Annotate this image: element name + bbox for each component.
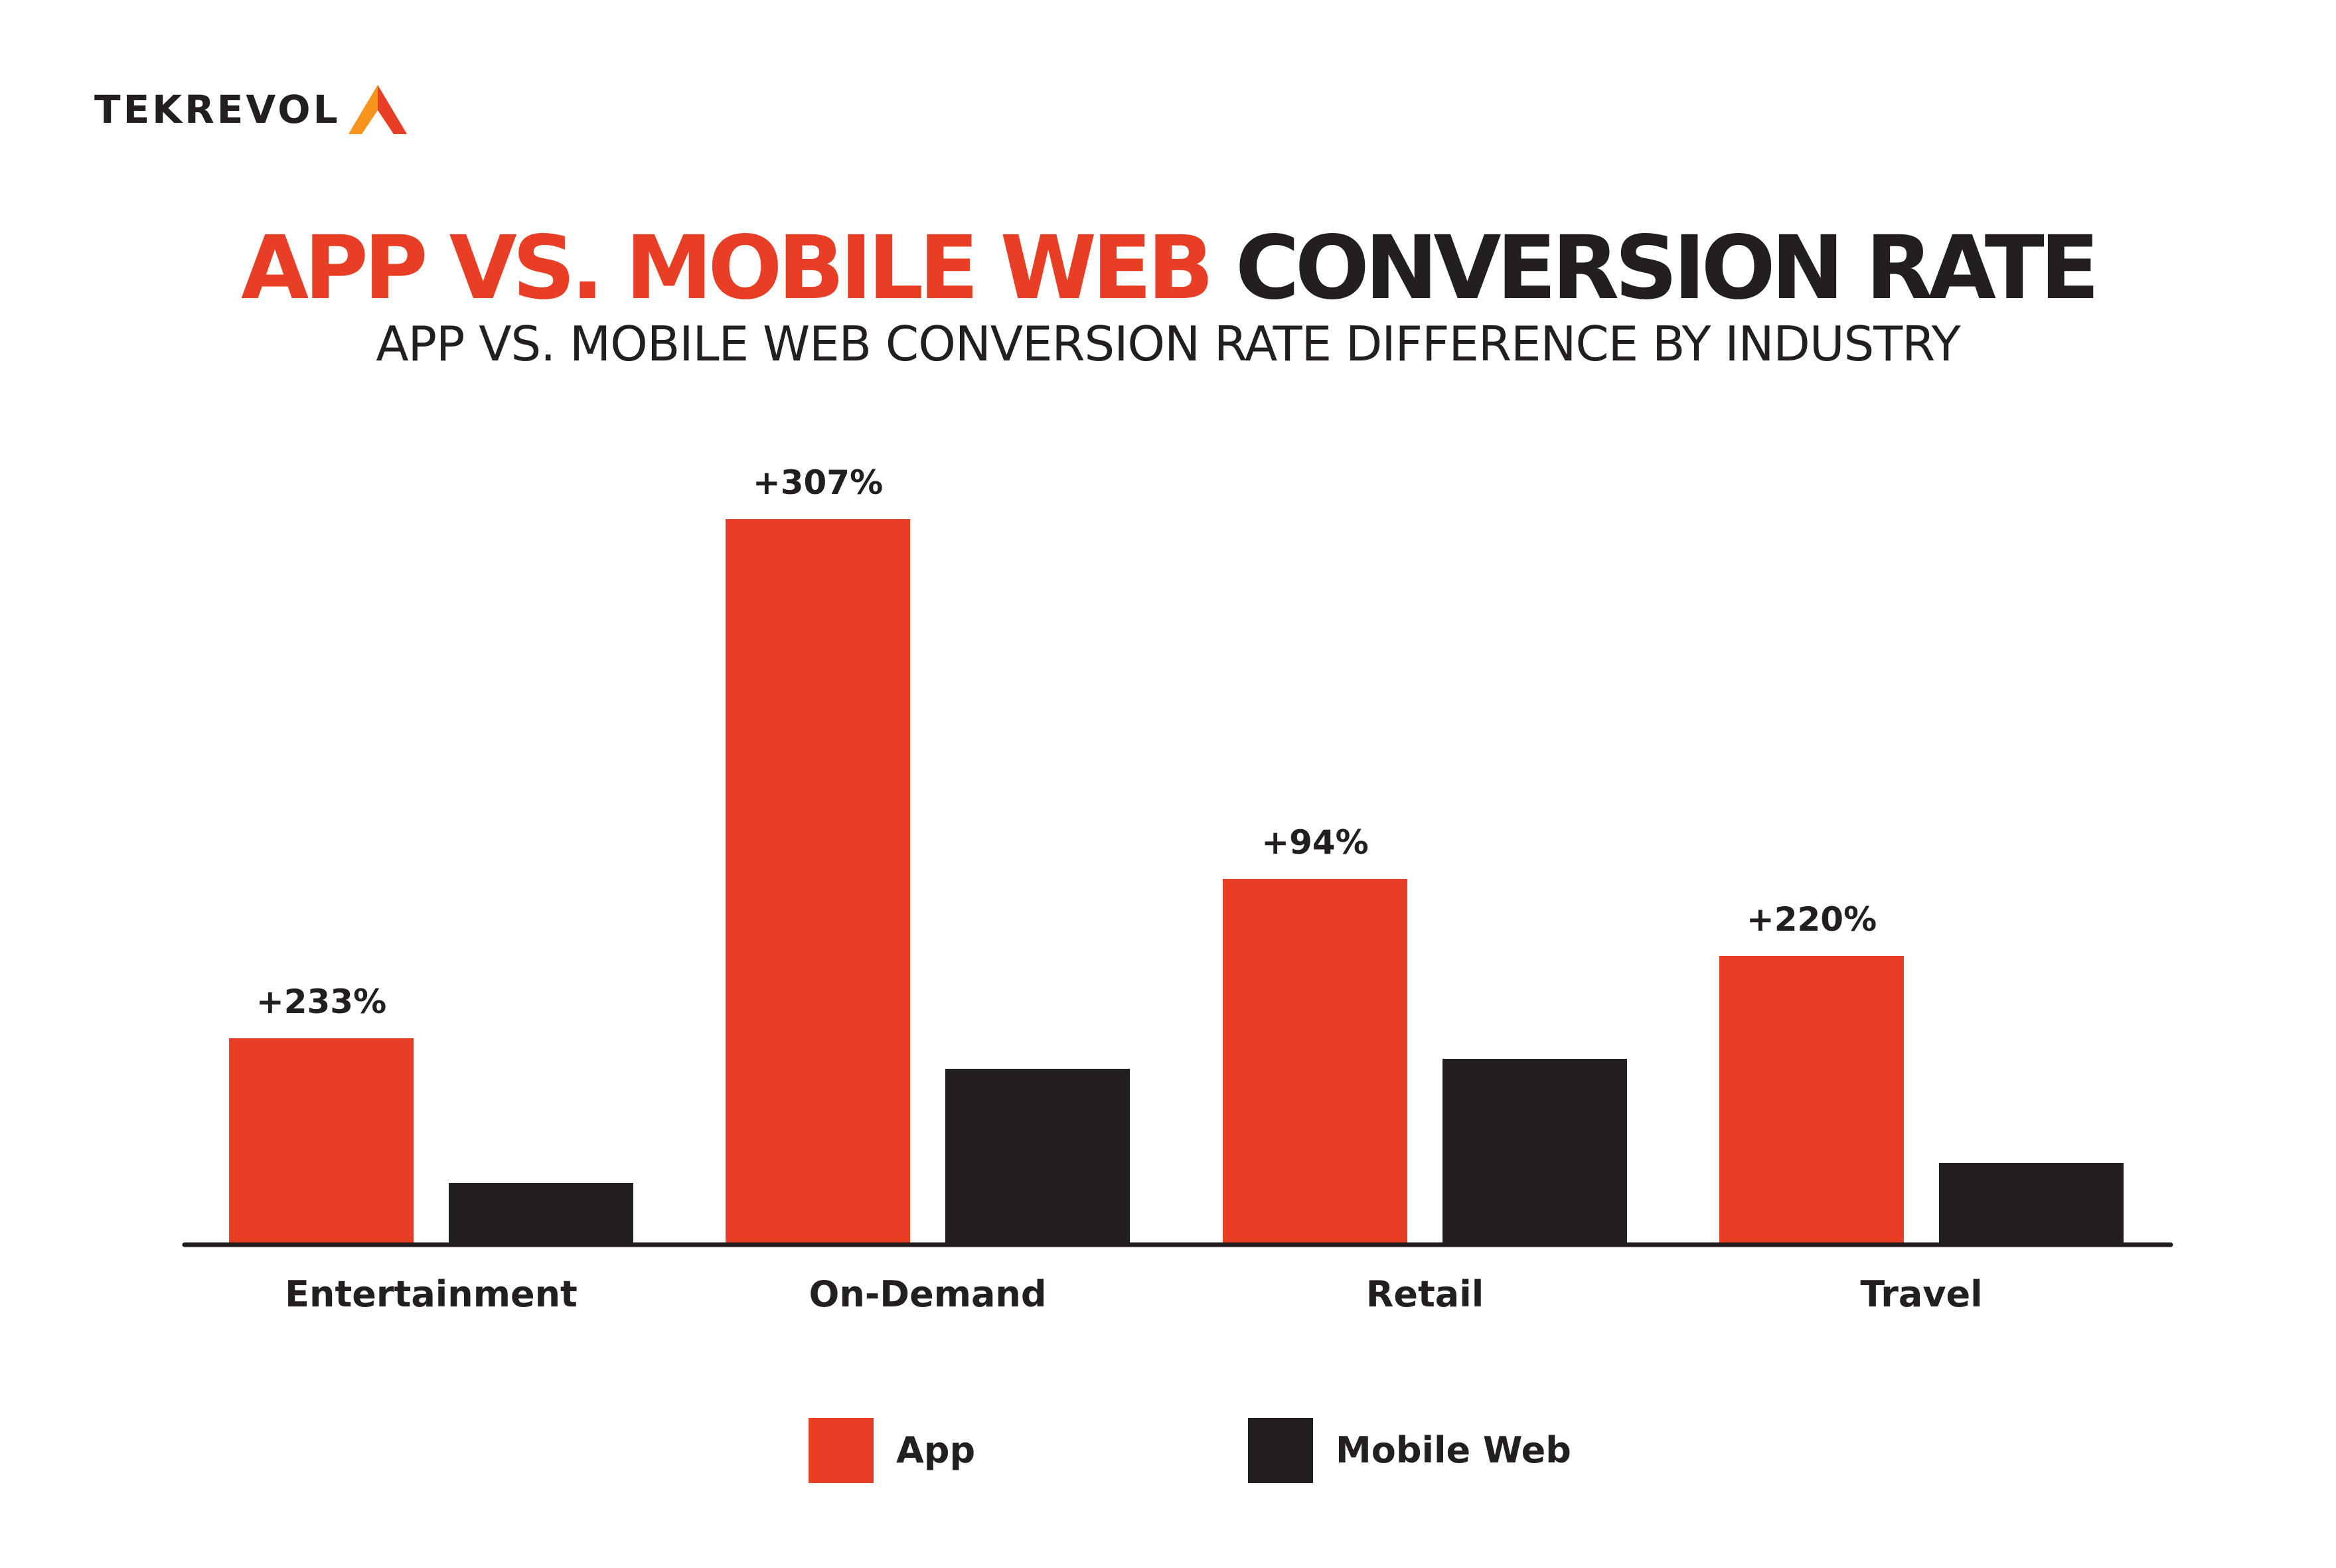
data-label-retail: +94% bbox=[1261, 823, 1369, 862]
legend-item-mobile-web: Mobile Web bbox=[1248, 1418, 1571, 1483]
bar-app-retail bbox=[1223, 879, 1407, 1243]
triangle-logo-icon bbox=[348, 85, 407, 134]
bar-app-on-demand bbox=[726, 519, 910, 1243]
bar-chart: +233% Entertainment +307% On-Demand +94% Reta… bbox=[182, 463, 2173, 1315]
category-label-entertainment: Entertainment bbox=[285, 1273, 578, 1315]
legend-swatch-mobile-web bbox=[1248, 1418, 1313, 1483]
legend-item-app: App bbox=[809, 1418, 975, 1483]
legend-label-app: App bbox=[896, 1429, 976, 1471]
bar-mobile-web-travel bbox=[1939, 1163, 2124, 1243]
category-label-on-demand: On-Demand bbox=[809, 1273, 1046, 1315]
bar-mobile-web-retail bbox=[1442, 1059, 1627, 1243]
legend-label-mobile-web: Mobile Web bbox=[1336, 1429, 1571, 1471]
brand-logo: TEKREVOL bbox=[94, 80, 408, 139]
data-label-on-demand: +307% bbox=[753, 463, 883, 502]
bar-app-entertainment bbox=[229, 1038, 414, 1243]
bar-mobile-web-entertainment bbox=[449, 1183, 633, 1243]
title-rest: CONVERSION RATE bbox=[1235, 217, 2100, 319]
chart-subtitle: APP VS. MOBILE WEB CONVERSION RATE DIFFE… bbox=[376, 316, 1960, 372]
bar-mobile-web-on-demand bbox=[945, 1069, 1130, 1243]
category-label-retail: Retail bbox=[1366, 1273, 1484, 1315]
data-label-entertainment: +233% bbox=[256, 982, 386, 1021]
legend-swatch-app bbox=[809, 1418, 874, 1483]
logo-text: TEKREVOL bbox=[94, 87, 341, 132]
bar-app-travel bbox=[1719, 956, 1904, 1243]
chart-title: APP VS. MOBILE WEB CONVERSION RATE bbox=[0, 224, 2336, 312]
title-highlight: APP VS. MOBILE WEB bbox=[241, 217, 1214, 319]
category-label-travel: Travel bbox=[1860, 1273, 1982, 1315]
data-label-travel: +220% bbox=[1747, 900, 1877, 939]
